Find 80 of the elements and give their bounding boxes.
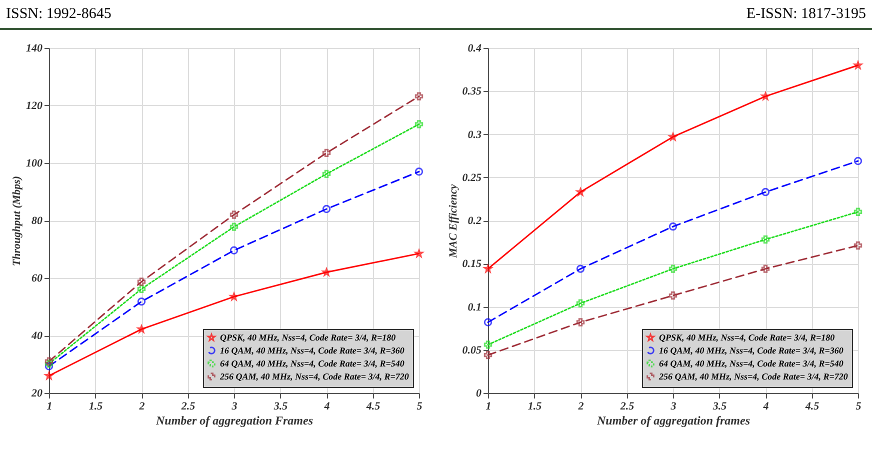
y-tick-label: 0.1 — [468, 301, 482, 314]
x-tick-label: 5 — [856, 400, 862, 412]
y-tick-label: 0.3 — [468, 128, 482, 141]
point — [576, 318, 585, 326]
point — [576, 299, 585, 308]
x-tick-label: 2.5 — [619, 400, 635, 412]
y-tick-label: 80 — [32, 215, 43, 227]
y-tick-label: 0.25 — [462, 172, 482, 184]
legend-label: 16 QAM, 40 MHz, Nss=4, Code Rate= 3/4, R=360 — [659, 346, 844, 356]
point — [761, 188, 770, 196]
y-tick-label: 40 — [30, 330, 43, 342]
x-tick-label: 2.5 — [180, 400, 196, 412]
legend-label: QPSK, 40 MHz, Nss=4, Code Rate= 3/4, R=180 — [659, 332, 836, 342]
y-tick-label: 0.15 — [462, 258, 482, 270]
y-tick-label: 0.05 — [462, 344, 482, 356]
point — [322, 148, 331, 158]
point — [484, 350, 492, 360]
point — [484, 340, 492, 349]
point — [414, 92, 424, 100]
point — [576, 188, 585, 196]
point — [137, 284, 146, 294]
x-tick-label: 1.5 — [88, 400, 104, 412]
point — [322, 170, 331, 178]
x-tick-label: 1.5 — [528, 400, 542, 412]
y-tick-label: 0.2 — [468, 215, 482, 227]
legend-label: 64 QAM, 40 MHz, Nss=4, Code Rate= 3/4, R=540 — [220, 358, 405, 368]
point — [230, 246, 238, 254]
point — [484, 318, 492, 326]
point — [576, 264, 585, 273]
y-axis-title: Throughput (Mbps) — [11, 176, 23, 266]
point — [322, 204, 331, 214]
point — [414, 120, 424, 128]
point — [414, 249, 424, 258]
x-tick-label: 3 — [670, 400, 677, 412]
point — [230, 222, 238, 231]
y-axis-title: MAC Efficiency — [447, 184, 460, 259]
y-tick-label: 0 — [476, 388, 482, 400]
y-tick-label: 120 — [26, 100, 43, 112]
x-tick-label: 4 — [762, 400, 770, 412]
y-tick-label: 0.4 — [468, 42, 482, 54]
x-axis-title: Number of aggregation frames — [596, 414, 750, 428]
x-tick-label: 1 — [46, 400, 52, 412]
x-tick-label: 3 — [230, 400, 238, 412]
text: E-ISSN: 1817-3195 — [746, 6, 866, 24]
point — [761, 235, 770, 244]
legend-label: 256 QAM, 40 MHz, Nss=4, Code Rate= 3/4, R=720 — [219, 372, 410, 382]
legend-label: 256 QAM, 40 MHz, Nss=4, Code Rate= 3/4, R=720 — [658, 372, 848, 382]
point — [854, 208, 862, 216]
legend-label: 16 QAM, 40 MHz, Nss=4, Code Rate= 3/4, R=360 — [220, 346, 405, 356]
x-tick-label: 4.5 — [365, 400, 381, 412]
x-tick-label: 3.5 — [712, 400, 728, 412]
y-tick-label: 60 — [32, 272, 43, 284]
x-axis-title: Number of aggregation Frames — [154, 414, 314, 428]
point — [44, 362, 54, 370]
y-tick-label: 0.35 — [462, 86, 482, 98]
point — [137, 297, 146, 306]
y-tick-label: 20 — [30, 388, 43, 400]
x-tick-label: 4 — [323, 400, 330, 412]
point — [414, 168, 424, 176]
point — [44, 357, 54, 366]
x-tick-label: 1 — [486, 400, 492, 412]
point — [668, 222, 678, 231]
legend-label: 64 QAM, 40 MHz, Nss=4, Code Rate= 3/4, R=540 — [659, 358, 844, 368]
point — [44, 360, 54, 368]
point — [668, 291, 678, 300]
point — [137, 278, 146, 286]
point — [668, 264, 678, 273]
x-tick-label: 2 — [577, 400, 584, 412]
x-tick-label: 2 — [138, 400, 146, 412]
legend-label: QPSK, 40 MHz, Nss=4, Code Rate= 3/4, R=180 — [220, 332, 396, 342]
x-tick-label: 5 — [416, 400, 423, 412]
y-tick-label: 100 — [26, 158, 43, 170]
point — [854, 241, 862, 250]
point — [230, 210, 238, 219]
point — [854, 156, 862, 166]
x-tick-label: 4.5 — [804, 400, 820, 412]
x-tick-label: 3.5 — [272, 400, 288, 412]
text: ISSN: 1992-8645 — [6, 6, 112, 24]
point — [761, 264, 770, 273]
y-tick-label: 140 — [26, 42, 43, 54]
